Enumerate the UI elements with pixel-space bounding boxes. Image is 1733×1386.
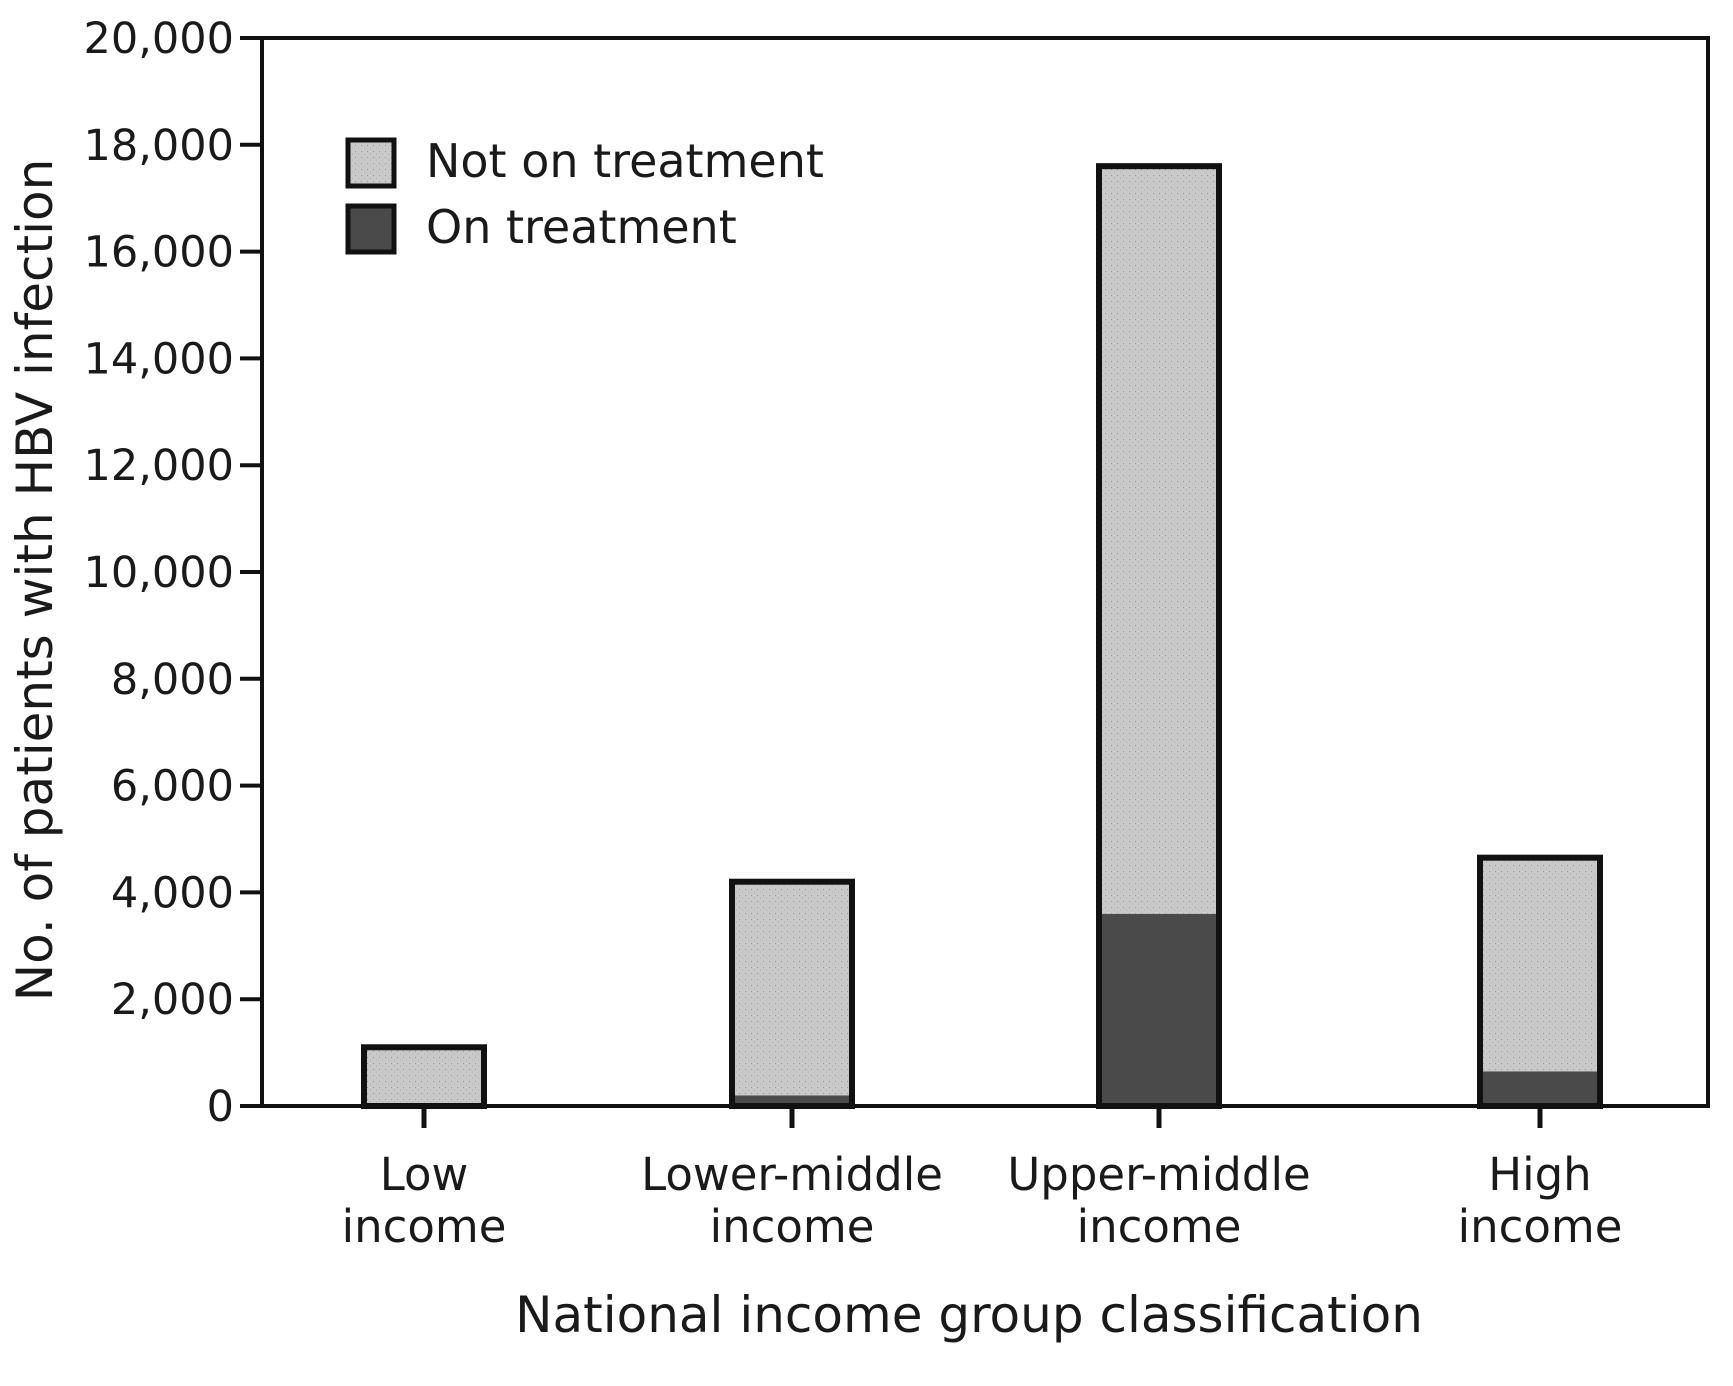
legend-swatch-not-on-treatment	[345, 137, 397, 189]
y-tick-label-12000: 12,000	[84, 441, 234, 491]
x-tick-label-high-income: High income	[1458, 1148, 1623, 1253]
y-tick-label-2000: 2,000	[111, 975, 234, 1025]
bar-upper-middle-income-on-treatment	[1099, 913, 1219, 1106]
x-axis-title: National income group classification	[515, 1286, 1423, 1344]
bar-lower-middle-income-on-treatment	[732, 1095, 852, 1106]
y-tick-label-18000: 18,000	[84, 121, 234, 171]
x-tick-label-lower-middle-income: Lower-middle income	[641, 1148, 943, 1253]
legend-swatch-on-treatment	[345, 203, 397, 255]
y-axis: 0 2,000 4,000 6,000 8,000 10,000 12,000 14,000 1…	[84, 14, 262, 1132]
y-tick-label-8000: 8,000	[111, 655, 234, 705]
y-tick-label-16000: 16,000	[84, 228, 234, 278]
x-tick-label-upper-middle-income: Upper-middle income	[1007, 1148, 1310, 1253]
x-axis: Low income Lower-middle income Upper-middle i…	[342, 1106, 1623, 1253]
bar-high-income-not-on-treatment	[1480, 857, 1600, 1072]
y-axis-title: No. of patients with HBV infection	[6, 159, 64, 1002]
legend-label-not-on-treatment: Not on treatment	[426, 134, 824, 188]
bar-high-income-on-treatment	[1480, 1071, 1600, 1106]
legend-label-on-treatment: On treatment	[426, 200, 737, 254]
y-tick-label-0: 0	[207, 1082, 234, 1132]
bar-upper-middle-income-not-on-treatment	[1099, 166, 1219, 914]
y-tick-label-10000: 10,000	[84, 548, 234, 598]
y-tick-label-14000: 14,000	[84, 334, 234, 384]
bars	[361, 163, 1603, 1110]
bar-lower-middle-income-not-on-treatment	[732, 881, 852, 1096]
y-tick-label-4000: 4,000	[111, 868, 234, 918]
y-tick-label-6000: 6,000	[111, 762, 234, 812]
y-tick-label-20000: 20,000	[84, 14, 234, 64]
legend: Not on treatment On treatment	[345, 134, 824, 255]
x-tick-label-low-income: Low income	[342, 1148, 507, 1253]
bar-low-income-not-on-treatment	[364, 1047, 484, 1103]
